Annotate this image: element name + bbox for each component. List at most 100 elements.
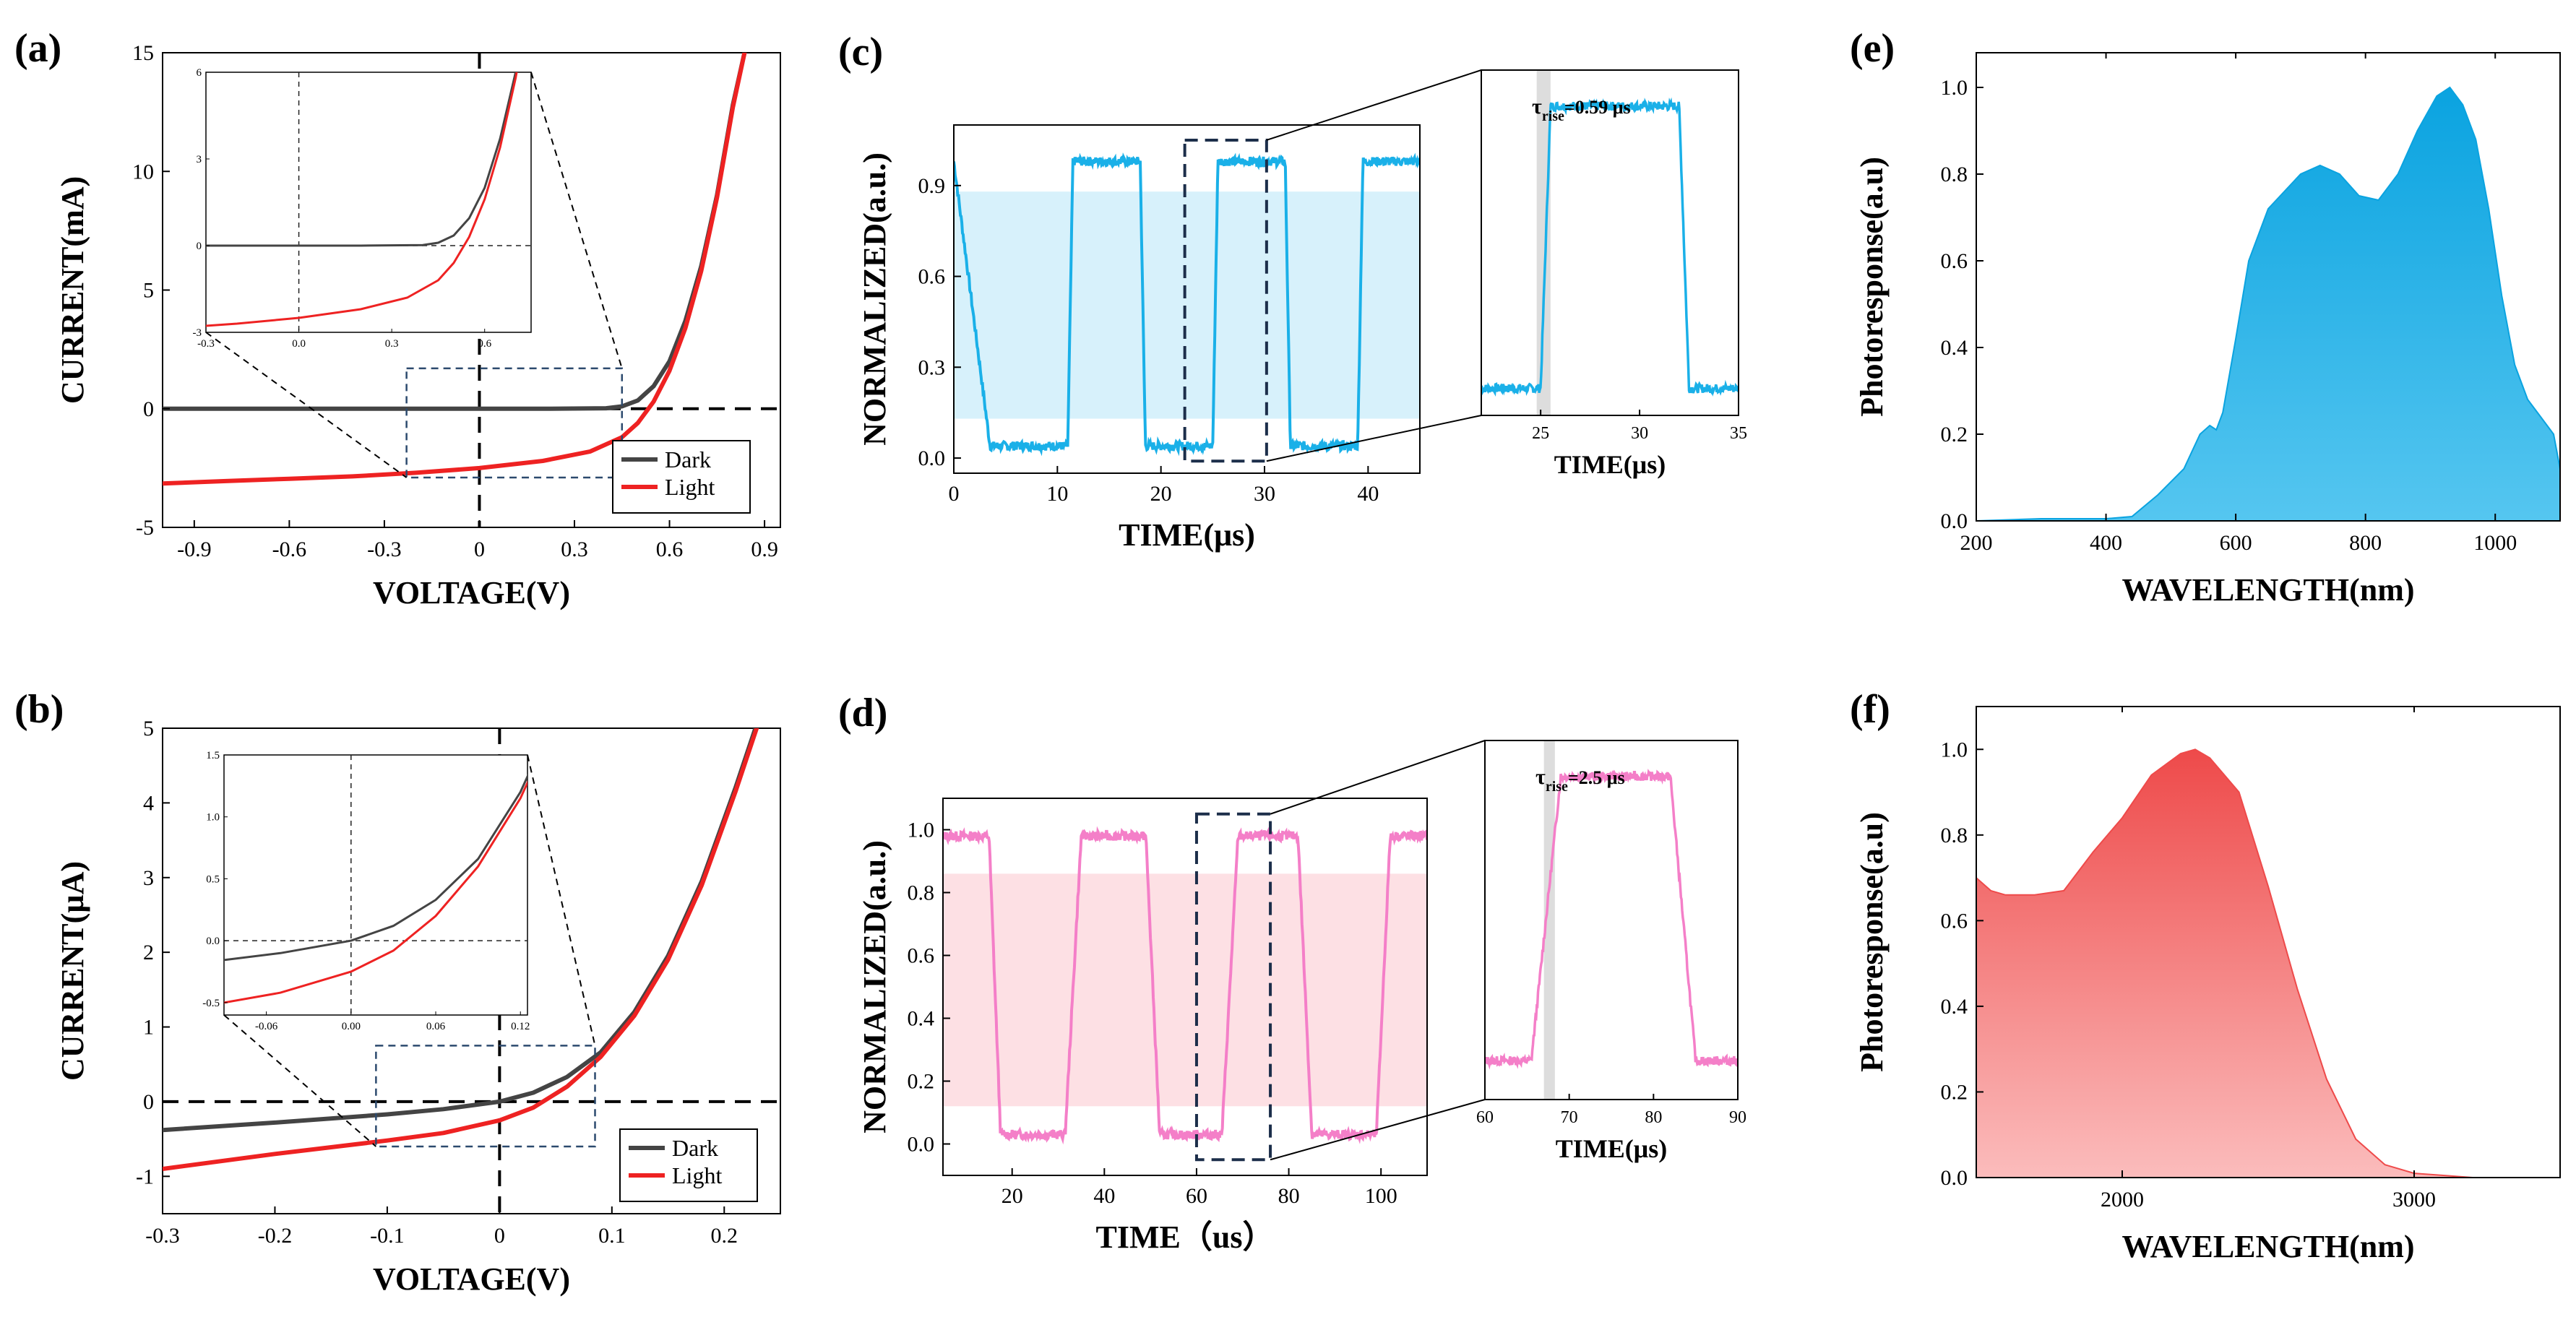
panel-d-inset-signal-line: [1485, 769, 1738, 1070]
panel-c-x-tick-label: 30: [1254, 482, 1275, 506]
panel-a-inset-series-dark: [206, 72, 517, 247]
panel-a-y-tick-label: 0: [143, 397, 154, 421]
panel-d-y-tick-label: 0.6: [908, 944, 935, 968]
panel-a-inset-x-tick-label: 0.0: [292, 338, 306, 350]
panel-a-x-tick-label: 0: [474, 537, 485, 561]
panel-c-tau-symbol: τ: [1532, 95, 1542, 118]
panel-e-x-axis-label: WAVELENGTH(nm): [2121, 572, 2414, 608]
panel-c-tau-subscript: rise: [1542, 108, 1564, 124]
panel-b-x-tick-label: 0: [494, 1224, 505, 1248]
panel-b-plot-frame: [162, 727, 781, 1214]
panel-b-y-tick-label: 2: [143, 941, 154, 964]
panel-c-inset-area: [1481, 70, 1739, 415]
panel-e-x-tick-label: 800: [2349, 531, 2382, 555]
panel-a-inset-x-tick-label: 0.6: [478, 338, 491, 350]
panel-b-zoom-box: [375, 1045, 596, 1148]
panel-c-y-tick-label: 0.3: [918, 355, 946, 379]
panel-b-y-tick-label: 1: [143, 1016, 154, 1040]
panel-c-x-tick-label: 40: [1357, 482, 1379, 506]
panel-c-rise-time-annotation: τrise=0.59 μs: [1532, 95, 1631, 124]
panel-a-inset-y-tick-label: -3: [193, 327, 202, 339]
panel-c-y-tick-label: 0.0: [918, 446, 946, 470]
panel-b-inset-x-tick-label: -0.06: [255, 1021, 278, 1032]
panel-d-tau-symbol: τ: [1535, 765, 1546, 789]
panel-d-x-axis-label: TIME（us）: [1096, 1219, 1275, 1255]
panel-b-series-light: [163, 728, 759, 1171]
panel-c-x-axis-label: TIME(μs): [1119, 517, 1255, 553]
panel-d-x-tick-label: 80: [1278, 1184, 1300, 1208]
panel-f-plot-area: [1976, 748, 2502, 1178]
panel-a-inset-x-tick-label: -0.3: [197, 338, 215, 350]
panel-e-y-axis-label: Photoresponse(a.u): [1854, 157, 1890, 417]
panel-c-inset-frame: [1481, 69, 1739, 416]
panel-c-zoom-connector: [1266, 415, 1482, 462]
panel-e-y-tick-label: 0.2: [1941, 423, 1968, 446]
panel-c-label: (c): [838, 30, 883, 74]
panel-c-inset-x-axis-label: TIME(μs): [1554, 450, 1666, 479]
panel-c-x-tick-label: 0: [949, 482, 960, 506]
panel-a-x-axis-label: VOLTAGE(V): [373, 575, 570, 610]
panel-f-plot-frame: [1976, 706, 2561, 1178]
panel-d-zoom-connector: [1270, 740, 1486, 815]
panel-c-inset-x-tick-label: 35: [1730, 424, 1747, 443]
panel-f-y-tick-label: 0.8: [1941, 824, 1968, 847]
panel-a: (a) -0.9 -0.6 -0.3 0 0.3 0.6 0.9 -5 0 5 10 15 VOLTAGE…: [14, 26, 781, 610]
panel-d-inset-x-tick-label: 80: [1645, 1108, 1662, 1127]
panel-d-tau-subscript: rise: [1546, 779, 1568, 795]
panel-d-zoom-connector: [1270, 1099, 1486, 1161]
panel-a-label: (a): [14, 26, 61, 71]
panel-b-y-axis-label: CURRENT(µA): [55, 861, 90, 1081]
panel-a-zoom-connector: [205, 332, 408, 478]
panel-a-inset-y-tick-label: 0: [197, 241, 202, 252]
panel-d-plot-frame: [942, 798, 1428, 1176]
panel-e-x-tick-label: 600: [2220, 531, 2252, 555]
panel-c-plot-area: [954, 152, 1420, 457]
panel-b-x-tick-label: -0.3: [145, 1224, 180, 1248]
panel-b-inset-x-tick-label: 0.06: [426, 1021, 446, 1032]
panel-a-y-axis-label: CURRENT(mA): [55, 176, 90, 404]
panel-e-x-tick-label: 1000: [2473, 531, 2517, 555]
panel-d-y-tick-label: 0.0: [908, 1133, 935, 1157]
panel-e-label: (e): [1850, 26, 1895, 71]
panel-b-inset-x-tick-label: 0.00: [342, 1021, 361, 1032]
panel-d-tau-value: =2.5 μs: [1568, 767, 1625, 788]
panel-b-inset-frame: [223, 754, 528, 1016]
panel-b-inset-x-tick-label: 0.12: [511, 1021, 530, 1032]
panel-e: (e) 200 400 600 800 1000 0.0 0.2 0.4 0.6 0.8 1.0 WAV…: [1850, 26, 2561, 608]
panel-a-legend-box: [612, 440, 751, 514]
panel-f-x-tick-label: 3000: [2392, 1188, 2436, 1212]
panel-b-y-tick-label: 3: [143, 866, 154, 890]
panel-b-inset-y-tick-label: -0.5: [202, 998, 220, 1009]
panel-d-inset-x-tick-label: 70: [1561, 1108, 1578, 1127]
panel-d-y-tick-label: 0.8: [908, 881, 935, 905]
panel-a-inset-frame: [205, 72, 532, 333]
panel-b-zoom-connector: [223, 1014, 377, 1147]
panel-a-zoom-box: [405, 367, 624, 479]
panel-b-x-tick-label: 0.2: [711, 1224, 738, 1248]
panel-e-y-tick-label: 1.0: [1941, 76, 1968, 100]
panel-d-band: [943, 873, 1427, 1107]
panel-f-y-tick-label: 1.0: [1941, 738, 1968, 761]
panel-b-series: [163, 728, 759, 1171]
panel-a-inset-x-tick-label: 0.3: [385, 338, 399, 350]
panel-c-x-tick-label: 10: [1046, 482, 1068, 506]
panel-e-y-tick-label: 0.4: [1941, 336, 1968, 360]
panel-b-x-tick-label: -0.1: [370, 1224, 405, 1248]
panel-e-y-tick-label: 0.8: [1941, 163, 1968, 186]
panel-e-x-tick-label: 200: [1960, 531, 1993, 555]
panel-f-y-axis-label: Photoresponse(a.u): [1854, 812, 1890, 1072]
panel-b-inset-y-tick-label: 0.5: [206, 873, 220, 885]
panel-d-x-tick-label: 60: [1186, 1184, 1207, 1208]
panel-b-inset-series-dark: [224, 774, 527, 962]
panel-b-y-tick-label: 4: [143, 791, 154, 815]
panel-b-y-tick-label: 5: [143, 717, 154, 740]
panel-d-y-tick-label: 0.2: [908, 1070, 935, 1094]
panel-e-y-tick-label: 0.0: [1941, 509, 1968, 533]
panel-b-zoom-connector: [527, 754, 596, 1046]
panel-b-inset-series-light: [224, 780, 527, 1004]
panel-a-x-tick-label: -0.6: [272, 537, 307, 561]
panel-a-y-tick-label: 5: [143, 279, 154, 303]
panel-e-plot-frame: [1976, 52, 2561, 522]
panel-c-y-axis-label: NORMALIZED(a.u.): [857, 152, 892, 446]
panel-d: (d) 20 40 60 80 100 0.0 0.2 0.4 0.6 0.8 1.0 TIME（us）…: [838, 691, 1746, 1255]
